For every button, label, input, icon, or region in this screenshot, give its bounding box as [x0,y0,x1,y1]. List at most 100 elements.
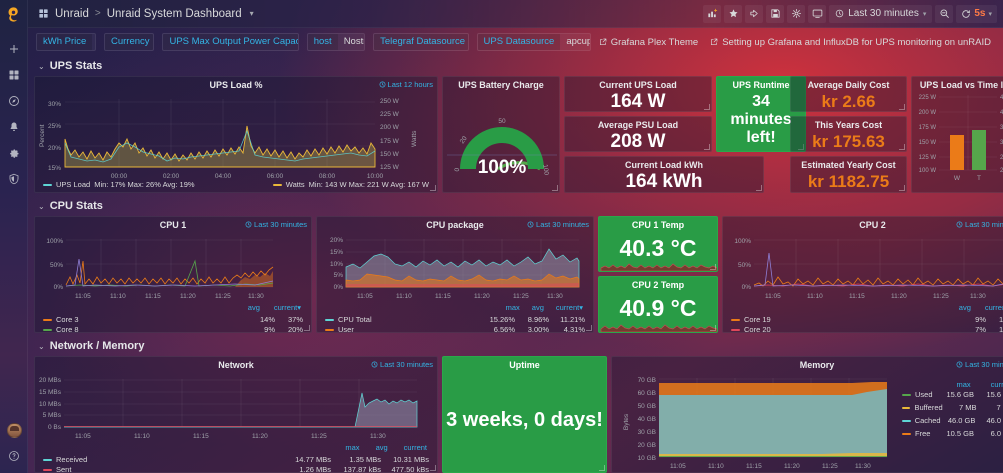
save-dashboard-button[interactable] [766,4,785,23]
panel-resize-handle[interactable] [756,185,762,191]
panel-resize-handle[interactable] [704,104,710,110]
panel-resize-handle[interactable] [304,325,310,331]
legend-header[interactable]: current▾ [555,303,583,312]
legend-header[interactable]: max [345,443,360,452]
panel-this-years-cost[interactable]: This Years Cost kr 175.63 [790,116,907,152]
variable-host[interactable]: host Nostromo ▾ [306,33,366,51]
panel-cpu-1-temp[interactable]: CPU 1 Temp 40.3 °C [598,216,718,272]
add-panel-button[interactable] [703,4,722,23]
panel-time-range[interactable]: Last 30 minutes [245,220,307,229]
legend-item-used[interactable]: Used 15.6 GB 15.6 GB [902,390,1003,399]
legend-item-core-19[interactable]: Core 19 9% 18% [731,315,1003,324]
panel-ups-battery-charge[interactable]: UPS Battery Charge 50 20 0 100 100% [442,76,560,193]
variable-kwh-price[interactable]: kWh Price 0.65 ▾ [36,33,96,51]
legend-item-received[interactable]: Received 14.77 MBs 1.35 MBs 10.31 MBs [43,455,429,464]
panel-resize-handle[interactable] [710,325,716,331]
panel-current-ups-load[interactable]: Current UPS Load 164 W [564,76,712,112]
chevron-down-icon[interactable]: ▾ [249,9,254,18]
panel-resize-handle[interactable] [430,185,436,191]
page-title[interactable]: Unraid System Dashboard [106,7,242,20]
grafana-logo-icon[interactable] [0,0,27,28]
panel-resize-handle[interactable] [899,185,905,191]
variable-currency[interactable]: Currency kr ▾ [104,33,155,51]
legend-header[interactable]: max [505,303,520,312]
panel-cpu-1[interactable]: CPU 1 Last 30 minutes 100% 50% 0% [34,216,312,333]
breadcrumb-root[interactable]: Unraid [55,7,89,20]
variable-value[interactable]: Nostromo [343,36,364,47]
row-header-cpu-stats[interactable]: ⌄ CPU Stats [34,198,103,214]
panel-ups-load-percent[interactable]: UPS Load % Last 12 hours 30% 25% 20% 15%… [34,76,438,193]
dashboard-link-ups-monitoring-guide[interactable]: Setting up Grafana and InfluxDB for UPS … [710,37,991,48]
panel-current-load-kwh[interactable]: Current Load kWh 164 kWh [564,156,764,193]
legend-header[interactable]: max [956,380,971,389]
legend-item-user[interactable]: User 6.56% 3.00% 4.31% [325,325,585,332]
panel-average-daily-cost[interactable]: Average Daily Cost kr 2.66 [790,76,907,112]
variable-ups-max-output-power[interactable]: UPS Max Output Power Capacity (Watt) 865… [162,33,299,51]
legend-header[interactable]: avg [531,303,544,312]
legend-item-buffered[interactable]: Buffered 7 MB 7 MB [902,403,1003,412]
legend-item-watts[interactable]: Watts Min: 143 W Max: 221 W Avg: 167 W [272,180,429,189]
panel-ups-load-vs-time-left[interactable]: UPS Load vs Time left 225 W 200 W 175 W … [911,76,1003,193]
row-header-ups-stats[interactable]: ⌄ UPS Stats [34,58,102,74]
sidebar-item-help[interactable] [0,443,28,469]
variable-ups-datasource[interactable]: UPS Datasource apcupsd-container ▾ [476,33,591,51]
panel-resize-handle[interactable] [552,185,558,191]
panel-uptime[interactable]: Uptime 3 weeks, 0 days! [442,356,607,473]
dashboard-settings-button[interactable] [787,4,806,23]
panel-resize-handle[interactable] [899,104,905,110]
dashboard-link-grafana-plex-theme[interactable]: Grafana Plex Theme [599,37,698,48]
panel-network[interactable]: Network Last 30 minutes 20 MBs 15 MBs 10… [34,356,438,473]
panel-time-range[interactable]: Last 30 minutes [371,360,433,369]
row-header-network-memory[interactable]: ⌄ Network / Memory [34,338,144,354]
legend-item-free[interactable]: Free 10.5 GB 6.0 GB [902,429,1003,438]
panel-resize-handle[interactable] [710,264,716,270]
share-dashboard-button[interactable] [745,4,764,23]
legend-item-ups-load[interactable]: UPS Load Min: 17% Max: 26% Avg: 19% [43,180,195,189]
legend-header[interactable]: current▾ [273,303,301,312]
panel-cpu-package[interactable]: CPU package Last 30 minutes 20% 15% 10% … [316,216,594,333]
panel-resize-handle[interactable] [430,465,436,471]
sidebar-item-configuration[interactable] [0,140,27,166]
panel-time-range[interactable]: Last 30 minutes [956,220,1003,229]
legend-item-core-20[interactable]: Core 20 7% 15% [731,325,1003,332]
avatar[interactable] [0,417,28,443]
variable-value[interactable]: 0.65 [92,34,95,50]
refresh-picker[interactable]: 5s ▾ [956,4,997,23]
variable-telegraf-datasource[interactable]: Telegraf Datasource Telegraf ▾ [373,33,469,51]
time-range-picker[interactable]: Last 30 minutes ▾ [829,4,933,23]
legend-item-cpu-total[interactable]: CPU Total 15.26% 8.96% 11.21% [325,315,585,324]
panel-cpu-2-temp[interactable]: CPU 2 Temp 40.9 °C [598,276,718,333]
panel-resize-handle[interactable] [798,144,804,150]
panel-resize-handle[interactable] [899,144,905,150]
legend-header[interactable]: current▾ [984,303,1003,312]
panel-time-range[interactable]: Last 12 hours [379,80,433,89]
mark-favorite-button[interactable] [724,4,743,23]
sidebar-item-explore[interactable] [0,88,27,114]
panel-time-range[interactable]: Last 30 minutes [527,220,589,229]
panel-time-range[interactable]: Last 30 minutes [956,360,1003,369]
legend-header[interactable]: avg [958,303,971,312]
zoom-out-time-button[interactable] [935,4,954,23]
sidebar-item-dashboards[interactable] [0,62,27,88]
panel-memory[interactable]: Memory Last 30 minutes 70 GB 60 GB 50 GB… [611,356,1003,473]
legend-item-cached[interactable]: Cached 46.0 GB 46.0 GB [902,416,1003,425]
cycle-view-mode-button[interactable] [808,4,827,23]
panel-resize-handle[interactable] [599,465,605,471]
legend-item-core-3[interactable]: Core 3 14% 37% [43,315,303,324]
legend-header[interactable]: current [990,380,1003,389]
panel-resize-handle[interactable] [704,144,710,150]
panel-resize-handle[interactable] [586,325,592,331]
panel-cpu-2[interactable]: CPU 2 Last 30 minutes 100% 50% 0% [722,216,1003,333]
variable-value[interactable]: apcupsd-container [566,36,589,47]
sidebar-item-server-admin[interactable] [0,166,27,192]
panel-average-psu-load[interactable]: Average PSU Load 208 W [564,116,712,152]
legend-item-core-8[interactable]: Core 8 9% 20% [43,325,303,332]
legend-header[interactable]: current [403,443,427,452]
sidebar-item-create[interactable] [0,36,27,62]
legend-header[interactable]: avg [247,303,260,312]
panel-ups-runtime[interactable]: UPS Runtime 34 minutes left! [716,76,806,152]
panel-estimated-yearly-cost[interactable]: Estimated Yearly Cost kr 1182.75 [790,156,907,193]
sidebar-item-alerting[interactable] [0,114,27,140]
legend-header[interactable]: avg [375,443,388,452]
legend-item-sent[interactable]: Sent 1.26 MBs 137.87 kBs 477.50 kBs [43,465,429,472]
